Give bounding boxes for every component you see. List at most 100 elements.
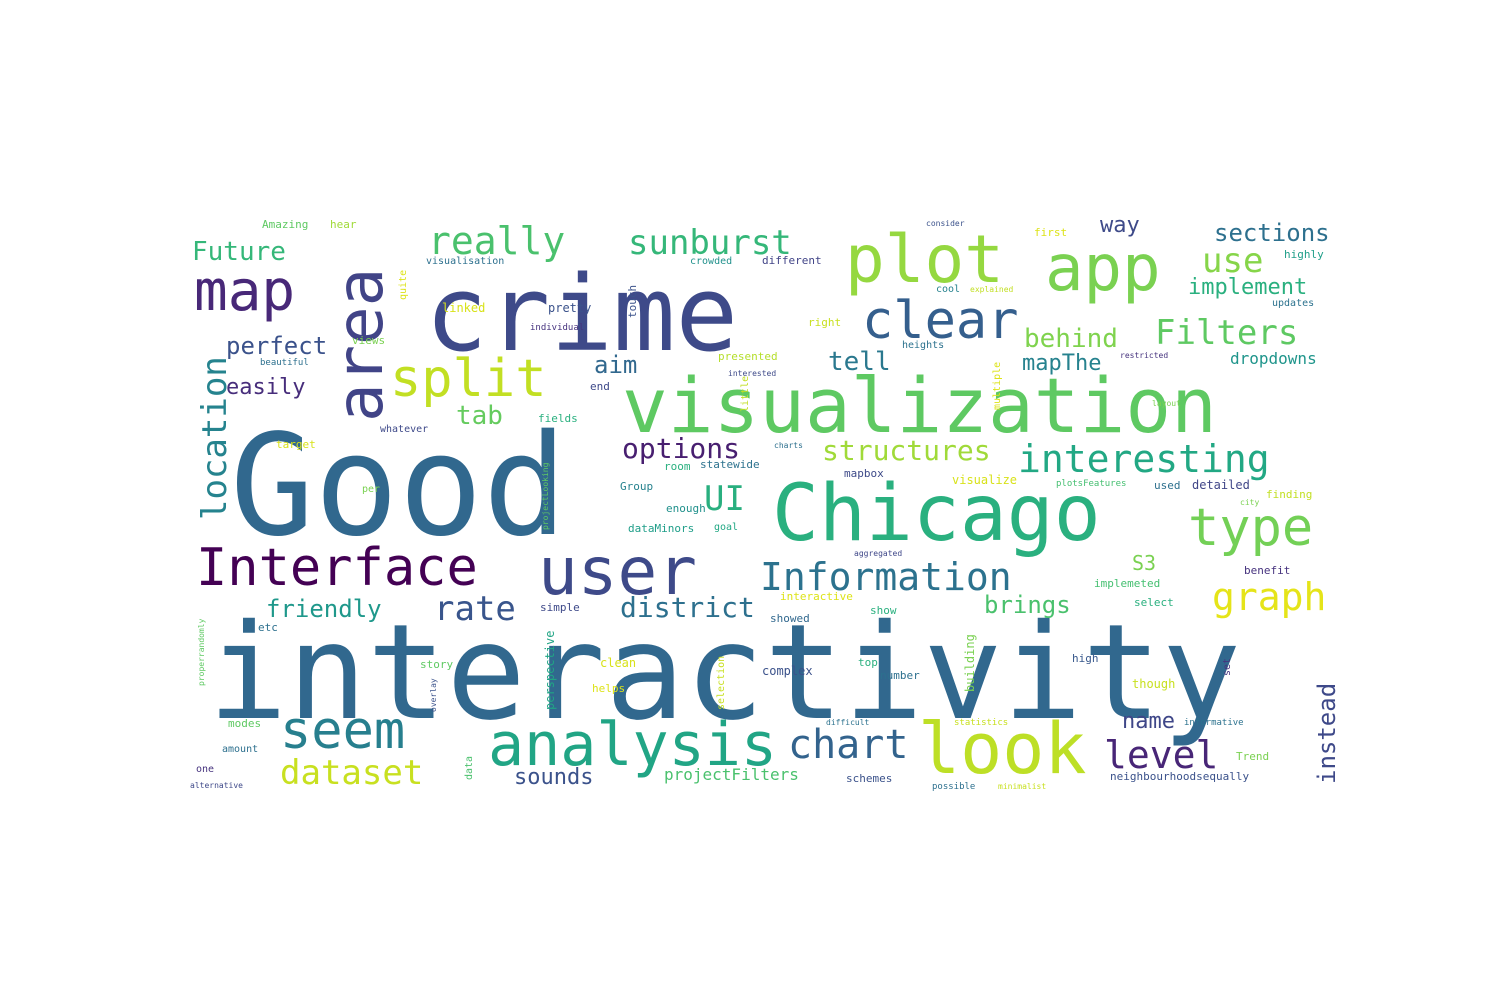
word: helps bbox=[592, 682, 625, 695]
word: map bbox=[194, 259, 295, 324]
word: per bbox=[362, 484, 380, 495]
word: Chicago bbox=[772, 469, 1101, 559]
word: quite bbox=[398, 270, 409, 300]
word: whatever bbox=[380, 424, 428, 435]
word: Amazing bbox=[262, 218, 308, 231]
word: statistics bbox=[954, 718, 1008, 728]
word: sounds bbox=[514, 765, 593, 790]
word: district bbox=[620, 591, 755, 624]
word: chart bbox=[788, 722, 908, 768]
word: brings bbox=[984, 591, 1071, 619]
word: interactive bbox=[780, 590, 853, 603]
word: showed bbox=[770, 612, 810, 625]
word: area bbox=[324, 268, 398, 422]
word: Good bbox=[230, 405, 567, 568]
word: perspective bbox=[543, 631, 557, 710]
word: user bbox=[538, 533, 697, 610]
word: visualize bbox=[952, 473, 1017, 487]
word: used bbox=[1154, 479, 1181, 492]
word: enough bbox=[666, 502, 706, 515]
word: charts bbox=[774, 441, 803, 450]
word: select bbox=[1134, 596, 1174, 609]
word: tab bbox=[456, 401, 503, 431]
word: mapbox bbox=[844, 467, 884, 480]
word: interesting bbox=[1018, 437, 1270, 481]
word: building bbox=[963, 634, 977, 692]
word: fields bbox=[538, 412, 578, 425]
word: rate bbox=[434, 589, 516, 629]
word: touch bbox=[626, 285, 639, 318]
word: easily bbox=[226, 375, 305, 400]
word: neighbourhoodsequally bbox=[1110, 770, 1249, 783]
word: Interface bbox=[196, 538, 478, 598]
word: show bbox=[870, 604, 897, 617]
word: minimalist bbox=[998, 782, 1046, 791]
word: plotsFeatures bbox=[1056, 479, 1126, 489]
word: goal bbox=[714, 522, 738, 533]
word: visualisation bbox=[426, 256, 504, 267]
word: story bbox=[420, 658, 453, 671]
word: split bbox=[390, 349, 547, 409]
word: way bbox=[1100, 213, 1140, 238]
word: mapThe bbox=[1022, 351, 1101, 376]
word: consider bbox=[926, 219, 965, 228]
word: amount bbox=[222, 744, 258, 755]
word: top bbox=[858, 656, 878, 669]
word: etc bbox=[258, 621, 278, 634]
word: behind bbox=[1024, 324, 1118, 354]
word: Group bbox=[620, 480, 653, 493]
word: Trend bbox=[1236, 750, 1269, 763]
word: city bbox=[1240, 498, 1259, 507]
word: use bbox=[1202, 241, 1263, 281]
word: individual bbox=[530, 323, 584, 333]
word: visualization bbox=[622, 361, 1217, 450]
word: highly bbox=[1284, 248, 1324, 261]
word: little bbox=[740, 376, 751, 412]
word: hear bbox=[330, 218, 357, 231]
word: type bbox=[1188, 498, 1313, 558]
word: tell bbox=[828, 347, 891, 377]
word: aim bbox=[594, 351, 637, 379]
word: different bbox=[762, 254, 822, 267]
word: UI bbox=[704, 479, 745, 519]
word: crime bbox=[425, 253, 738, 375]
word: plot bbox=[845, 221, 1004, 298]
word: level bbox=[1104, 733, 1218, 777]
word: aggregated bbox=[854, 549, 902, 558]
word: dataset bbox=[280, 753, 423, 793]
word: end bbox=[590, 380, 610, 393]
word: restricted bbox=[1120, 351, 1168, 360]
word: statewide bbox=[700, 458, 760, 471]
word: app bbox=[1045, 232, 1161, 306]
word: high bbox=[1072, 652, 1099, 665]
word: selection bbox=[716, 656, 727, 710]
word: possible bbox=[932, 782, 975, 792]
word: structures bbox=[822, 434, 991, 467]
word: clean bbox=[600, 656, 636, 670]
word: finding bbox=[1266, 488, 1312, 501]
word: Filters bbox=[1155, 313, 1298, 353]
word: data bbox=[464, 756, 475, 780]
word: set bbox=[1222, 658, 1233, 676]
word: difficult bbox=[826, 718, 870, 727]
word: seem bbox=[280, 701, 405, 761]
word: benefit bbox=[1244, 564, 1290, 577]
word: Information bbox=[760, 555, 1012, 599]
word: number bbox=[880, 669, 920, 682]
word: alternative bbox=[190, 781, 243, 790]
word: right bbox=[808, 316, 841, 329]
word: analysis bbox=[488, 710, 777, 780]
word: friendly bbox=[266, 595, 382, 623]
word: modes bbox=[228, 717, 261, 730]
word: dataMinors bbox=[628, 522, 694, 535]
word: projectFilters bbox=[664, 765, 799, 784]
word: overlay bbox=[429, 678, 438, 712]
word: presented bbox=[718, 350, 778, 363]
word: views bbox=[352, 334, 385, 347]
word: Future bbox=[192, 237, 286, 267]
word: linked bbox=[442, 301, 485, 315]
word: dropdowns bbox=[1230, 349, 1317, 368]
word: beautiful bbox=[260, 358, 309, 368]
word: one bbox=[196, 764, 214, 775]
